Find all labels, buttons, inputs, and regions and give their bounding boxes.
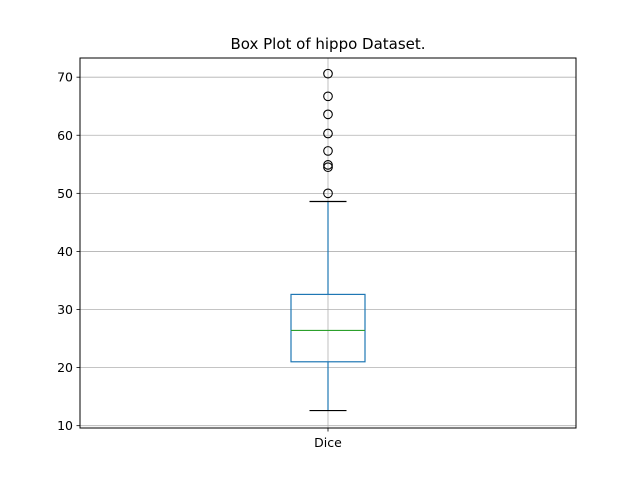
y-tick-label: 40 — [57, 244, 73, 259]
box-layer — [290, 68, 366, 412]
outlier-point — [323, 146, 333, 156]
y-tick-label: 50 — [57, 186, 73, 201]
outlier-point — [323, 128, 333, 139]
outlier-point — [323, 162, 333, 173]
y-tick-label: 70 — [57, 70, 73, 85]
outlier-point — [323, 109, 333, 120]
x-axis-ticks: Dice — [314, 428, 342, 450]
y-tick-label: 60 — [57, 128, 73, 143]
y-tick-label: 30 — [57, 302, 73, 317]
y-tick-label: 10 — [57, 418, 73, 433]
y-tick-label: 20 — [57, 360, 73, 375]
x-tick-label: Dice — [314, 435, 342, 450]
y-axis-ticks: 10 20 30 40 50 60 70 — [57, 70, 80, 433]
plot-area-frame — [79, 57, 577, 429]
chart-title: Box Plot of hippo Dataset. — [230, 35, 425, 53]
outlier-point — [323, 91, 333, 102]
box-dice — [290, 68, 366, 412]
iqr-box — [290, 293, 366, 363]
outlier-point — [323, 68, 333, 79]
outlier-point — [323, 160, 333, 170]
outlier-point — [323, 188, 333, 199]
grid-lines — [80, 58, 576, 428]
